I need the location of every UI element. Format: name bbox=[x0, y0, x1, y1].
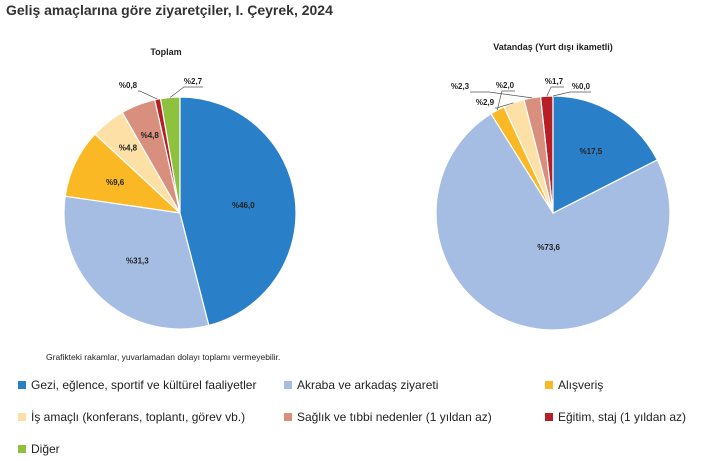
legend-swatch bbox=[284, 413, 292, 421]
pie-slice bbox=[63, 195, 210, 330]
chart-title: Vatandaş (Yurt dışı ikametli) bbox=[493, 42, 613, 52]
legend-label: Sağlık ve tıbbi nedenler (1 yıldan az) bbox=[297, 410, 492, 424]
leader-line bbox=[138, 90, 158, 100]
leader-line bbox=[169, 86, 203, 98]
data-label: %0,0 bbox=[572, 82, 591, 91]
pie-slice bbox=[179, 96, 297, 327]
chart-title: Toplam bbox=[150, 47, 181, 57]
footnote: Grafikteki rakamlar, yuvarlamadan dolayı… bbox=[46, 352, 281, 362]
legend-swatch bbox=[545, 413, 553, 421]
data-label: %2,3 bbox=[451, 82, 470, 91]
legend-label: Eğitim, staj (1 yıldan az) bbox=[558, 410, 687, 424]
legend-label: Diğer bbox=[31, 442, 60, 456]
data-label: %73,6 bbox=[537, 243, 560, 252]
pie-chart-vatandas: Vatandaş (Yurt dışı ikametli) %17,5 %73,6… bbox=[435, 42, 671, 331]
pie-slice bbox=[435, 112, 671, 331]
data-label: %46,0 bbox=[232, 201, 255, 210]
legend-label: İş amaçlı (konferans, toplantı, görev vb… bbox=[31, 410, 246, 424]
legend-item: Akraba ve arkadaş ziyareti bbox=[284, 378, 438, 392]
legend-item: Alışveriş bbox=[545, 378, 603, 392]
legend-label: Akraba ve arkadaş ziyareti bbox=[297, 378, 439, 392]
legend-item: Gezi, eğlence, sportif ve kültürel faali… bbox=[18, 378, 256, 392]
legend-label: Gezi, eğlence, sportif ve kültürel faali… bbox=[31, 378, 257, 392]
pie-charts: Toplam %46,0 %31,3 %9,6 %4,8%4,8 %0,8 %2,7 Va… bbox=[63, 42, 671, 331]
legend-item: İş amaçlı (konferans, toplantı, görev vb… bbox=[18, 410, 245, 424]
legend-item: Diğer bbox=[18, 442, 60, 456]
leader-line bbox=[546, 86, 564, 97]
data-label: %31,3 bbox=[126, 257, 149, 266]
legend-swatch bbox=[18, 445, 26, 453]
pie-slice bbox=[552, 95, 659, 214]
data-label: %4,8 bbox=[119, 144, 138, 153]
leader-line bbox=[552, 91, 591, 97]
legend-item: Sağlık ve tıbbi nedenler (1 yıldan az) bbox=[284, 410, 492, 424]
data-label: %2,0 bbox=[496, 81, 515, 90]
legend-label: Alışveriş bbox=[558, 378, 604, 392]
legend-swatch bbox=[18, 381, 26, 389]
legend: Gezi, eğlence, sportif ve kültürel faali… bbox=[18, 376, 698, 458]
data-label: %4,8 bbox=[141, 131, 160, 140]
leader-line bbox=[470, 91, 533, 99]
leader-line bbox=[495, 102, 514, 109]
pie-chart-toplam: Toplam %46,0 %31,3 %9,6 %4,8%4,8 %0,8 %2,7 bbox=[63, 47, 297, 330]
page-title: Geliş amaçlarına göre ziyaretçiler, I. Ç… bbox=[6, 2, 333, 18]
legend-swatch bbox=[18, 413, 26, 421]
data-label: %2,7 bbox=[184, 77, 203, 86]
data-label: %1,7 bbox=[545, 77, 564, 86]
legend-item: Eğitim, staj (1 yıldan az) bbox=[545, 410, 686, 424]
leader-line bbox=[496, 90, 515, 111]
legend-swatch bbox=[545, 381, 553, 389]
data-label: %17,5 bbox=[580, 147, 603, 156]
data-label: %2,9 bbox=[476, 98, 495, 107]
data-label: %0,8 bbox=[119, 81, 138, 90]
data-label: %9,6 bbox=[106, 178, 125, 187]
legend-swatch bbox=[284, 381, 292, 389]
